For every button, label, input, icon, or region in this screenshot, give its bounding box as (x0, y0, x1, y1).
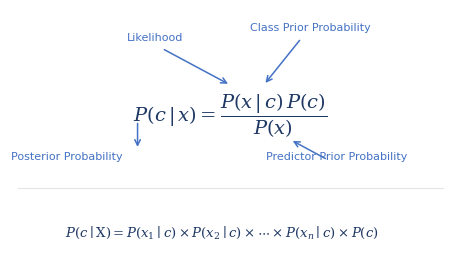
Text: $P(c\mid\mathrm{X})=P(x_1\mid c)\times P(x_2\mid c)\times\cdots\times P(x_n\mid : $P(c\mid\mathrm{X})=P(x_1\mid c)\times P… (65, 225, 378, 242)
Text: Predictor Prior Probability: Predictor Prior Probability (266, 152, 408, 162)
Text: $P(c\,|\,x)=\dfrac{P(x\,|\,c)\,P(c)}{P(x)}$: $P(c\,|\,x)=\dfrac{P(x\,|\,c)\,P(c)}{P(x… (133, 92, 328, 139)
Text: Class Prior Probability: Class Prior Probability (250, 23, 371, 33)
Text: Posterior Probability: Posterior Probability (11, 152, 123, 162)
Text: Likelihood: Likelihood (127, 33, 183, 43)
